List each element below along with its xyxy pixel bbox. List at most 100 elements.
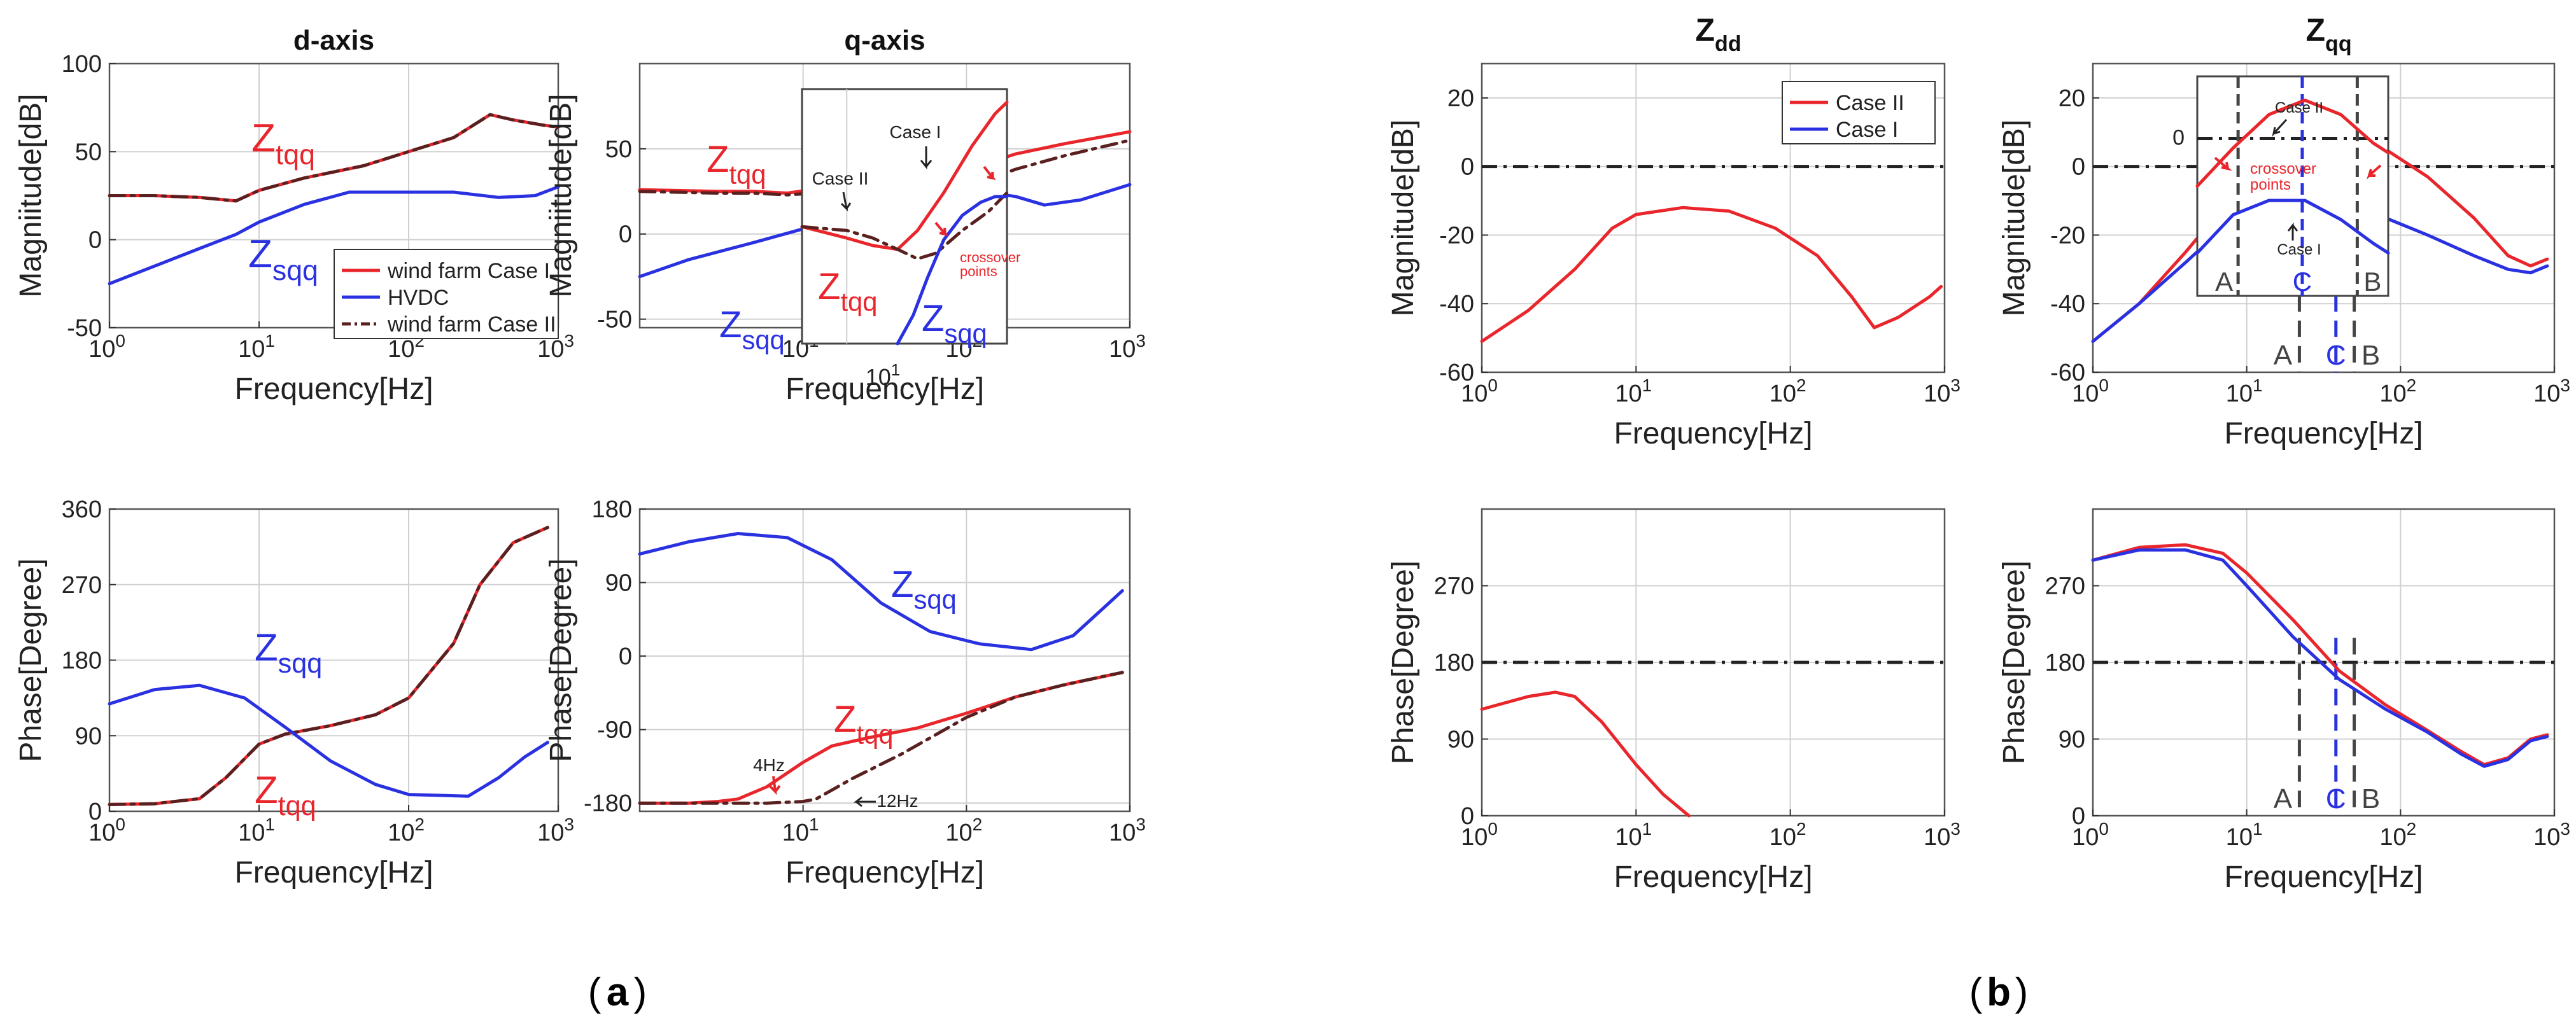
- b2-xlabel: Frequency[Hz]: [2224, 417, 2423, 451]
- b1-ytick-label-4: 20: [1447, 85, 1474, 112]
- b4-xtick-label-0: 100: [2072, 819, 2109, 851]
- b2-xtick-label-0: 100: [2072, 375, 2109, 407]
- a1-series-wind-farm-case-ii-1: [108, 113, 560, 203]
- a1-legend-label-2: wind farm Case II: [387, 312, 556, 337]
- b2-ytick-label-3: 0: [2072, 154, 2085, 181]
- b4-vline-label-b: B: [2361, 783, 2380, 814]
- b2-xtick-exp-0: 0: [2099, 375, 2109, 395]
- b4-series-case-ii-0: [2091, 543, 2549, 767]
- a4-xtick-label-0: 101: [782, 814, 819, 846]
- a2-inset-tick-exp: 1: [891, 360, 900, 379]
- b1-ytick-label-2: -20: [1439, 222, 1474, 249]
- b4-xlabel: Frequency[Hz]: [2224, 860, 2423, 894]
- b1-xlabel: Frequency[Hz]: [1614, 417, 1812, 451]
- a1-ytick-label-2: 50: [75, 139, 102, 165]
- b2-ytick-label-2: -20: [2050, 222, 2085, 249]
- b2-title-base: Z: [2306, 12, 2326, 48]
- b3-series-group: [1480, 690, 1691, 818]
- b2-frame: [2092, 62, 2556, 374]
- b2-xtick-label-3: 103: [2533, 375, 2570, 407]
- a1-legend-box: [334, 249, 559, 339]
- b1-ylabel: Magnitude[dB]: [1386, 120, 1420, 317]
- b2-xtick-base-1: 10: [2226, 381, 2253, 407]
- b2-inset-label-crossover: crossover: [2250, 160, 2316, 178]
- b2-ytick-label-1: -40: [2050, 291, 2085, 318]
- a4-series-hvdc-2: [638, 532, 1124, 652]
- a1-xtick-label-1: 101: [238, 331, 275, 363]
- b4-ytick-label-0: 0: [2072, 803, 2085, 830]
- b4-xtick-exp-0: 0: [2099, 819, 2109, 839]
- a1-xtick-exp-0: 0: [115, 331, 125, 351]
- b2-inset-vline-label-a: A: [2215, 267, 2233, 297]
- a1-ytick-label-0: -50: [67, 315, 102, 342]
- b2-title-sub: qq: [2325, 32, 2352, 56]
- b2-ylabel: Magnitude[dB]: [1997, 120, 2031, 317]
- a2-inset-label-points: points: [960, 263, 997, 279]
- a3-label-zsqq-sub: sqq: [278, 648, 323, 679]
- a4-series-group: [638, 532, 1124, 805]
- b2-inset-vline-label-c: C: [2293, 267, 2312, 297]
- b4-vline-label-a: A: [2274, 783, 2293, 814]
- b2-inset-label-case-ii: Case II: [2275, 99, 2323, 116]
- a3-xtick-base-2: 10: [388, 820, 414, 846]
- a1-series-hvdc-2: [108, 185, 560, 286]
- b4-vline-label-c: C: [2326, 783, 2346, 814]
- b2-ytick-label-4: 20: [2059, 85, 2085, 112]
- b3-xtick-exp-2: 2: [1796, 819, 1806, 839]
- a1-label-ztqq-base: Z: [251, 116, 276, 160]
- a2-inset-arrow-crossover-1: [934, 221, 949, 237]
- a2-label-zsqq-left-sub: sqq: [742, 325, 784, 355]
- b2-vline-label-b: B: [2361, 340, 2380, 371]
- b1-ytick-label-1: -40: [1439, 291, 1474, 318]
- a3-xtick-exp-1: 1: [265, 814, 275, 834]
- b2-xtick-exp-1: 1: [2253, 375, 2263, 395]
- a4-ytick-label-3: 90: [605, 570, 632, 597]
- a2-label-ztqq-inset-sub: tqq: [840, 287, 877, 317]
- b3-xtick-base-1: 10: [1615, 824, 1642, 851]
- b1-xtick-exp-1: 1: [1642, 375, 1652, 395]
- panel-a-magnitude-q-axis: -50050101102103Frequency[Hz]Magniitude[d…: [544, 25, 1146, 406]
- b1-title: Zdd: [1696, 12, 1742, 56]
- b1-series-group: [1480, 206, 1943, 343]
- a2-inset-arrow-case-i: [920, 146, 933, 170]
- b3-xtick-exp-0: 0: [1488, 819, 1498, 839]
- caption-b-letter: b: [1987, 970, 2011, 1014]
- a2-ytick-label-0: -50: [597, 307, 632, 333]
- a2-label-ztqq-left-sub: tqq: [729, 160, 766, 190]
- b2-inset-arrow-crossover-1: [2214, 157, 2233, 171]
- a3-xlabel: Frequency[Hz]: [234, 856, 433, 890]
- a3-label-ztqq-base: Z: [255, 769, 278, 811]
- a4-xtick-exp-2: 3: [1136, 814, 1146, 834]
- a4-xtick-exp-1: 2: [973, 814, 983, 834]
- a4-xlabel: Frequency[Hz]: [785, 856, 984, 890]
- b1-xtick-base-0: 10: [1461, 381, 1488, 407]
- a1-series-group: [108, 113, 560, 286]
- a4-xtick-base-2: 10: [1109, 820, 1136, 846]
- b4-xtick-base-1: 10: [2226, 824, 2253, 851]
- a4-label-zsqq-sub: sqq: [913, 585, 956, 615]
- a2-inset-tick-label: 101: [866, 360, 901, 390]
- b4-xtick-label-2: 102: [2379, 819, 2416, 851]
- b3-xtick-label-1: 101: [1615, 819, 1652, 851]
- caption-b-open-paren: (: [1969, 970, 1983, 1014]
- caption-a-letter: a: [607, 970, 629, 1014]
- b1-legend: Case II Case I: [1782, 81, 1936, 144]
- b4-series-case-i-1: [2091, 548, 2549, 768]
- a1-label-zsqq-base: Z: [248, 232, 272, 276]
- b2-inset-series-0: [2195, 99, 2390, 188]
- b2-xtick-label-2: 102: [2379, 375, 2416, 407]
- a4-series-wind-farm-case-ii-1: [638, 671, 1124, 805]
- a4-label-12hz: 12Hz: [876, 791, 918, 811]
- a2-inset-frame: [801, 88, 1008, 345]
- a3-series-wind-farm-case-i-0: [108, 526, 549, 806]
- b2-xtick-exp-3: 3: [2560, 375, 2570, 395]
- b4-xtick-exp-1: 1: [2253, 819, 2263, 839]
- b1-title-sub: dd: [1715, 32, 1742, 56]
- a2-xlabel: Frequency[Hz]: [785, 372, 984, 406]
- a4-ylabel: Phase[Degree]: [544, 558, 578, 762]
- a1-ytick-label-1: 0: [88, 227, 102, 254]
- b1-legend-label-1: Case I: [1836, 118, 1898, 142]
